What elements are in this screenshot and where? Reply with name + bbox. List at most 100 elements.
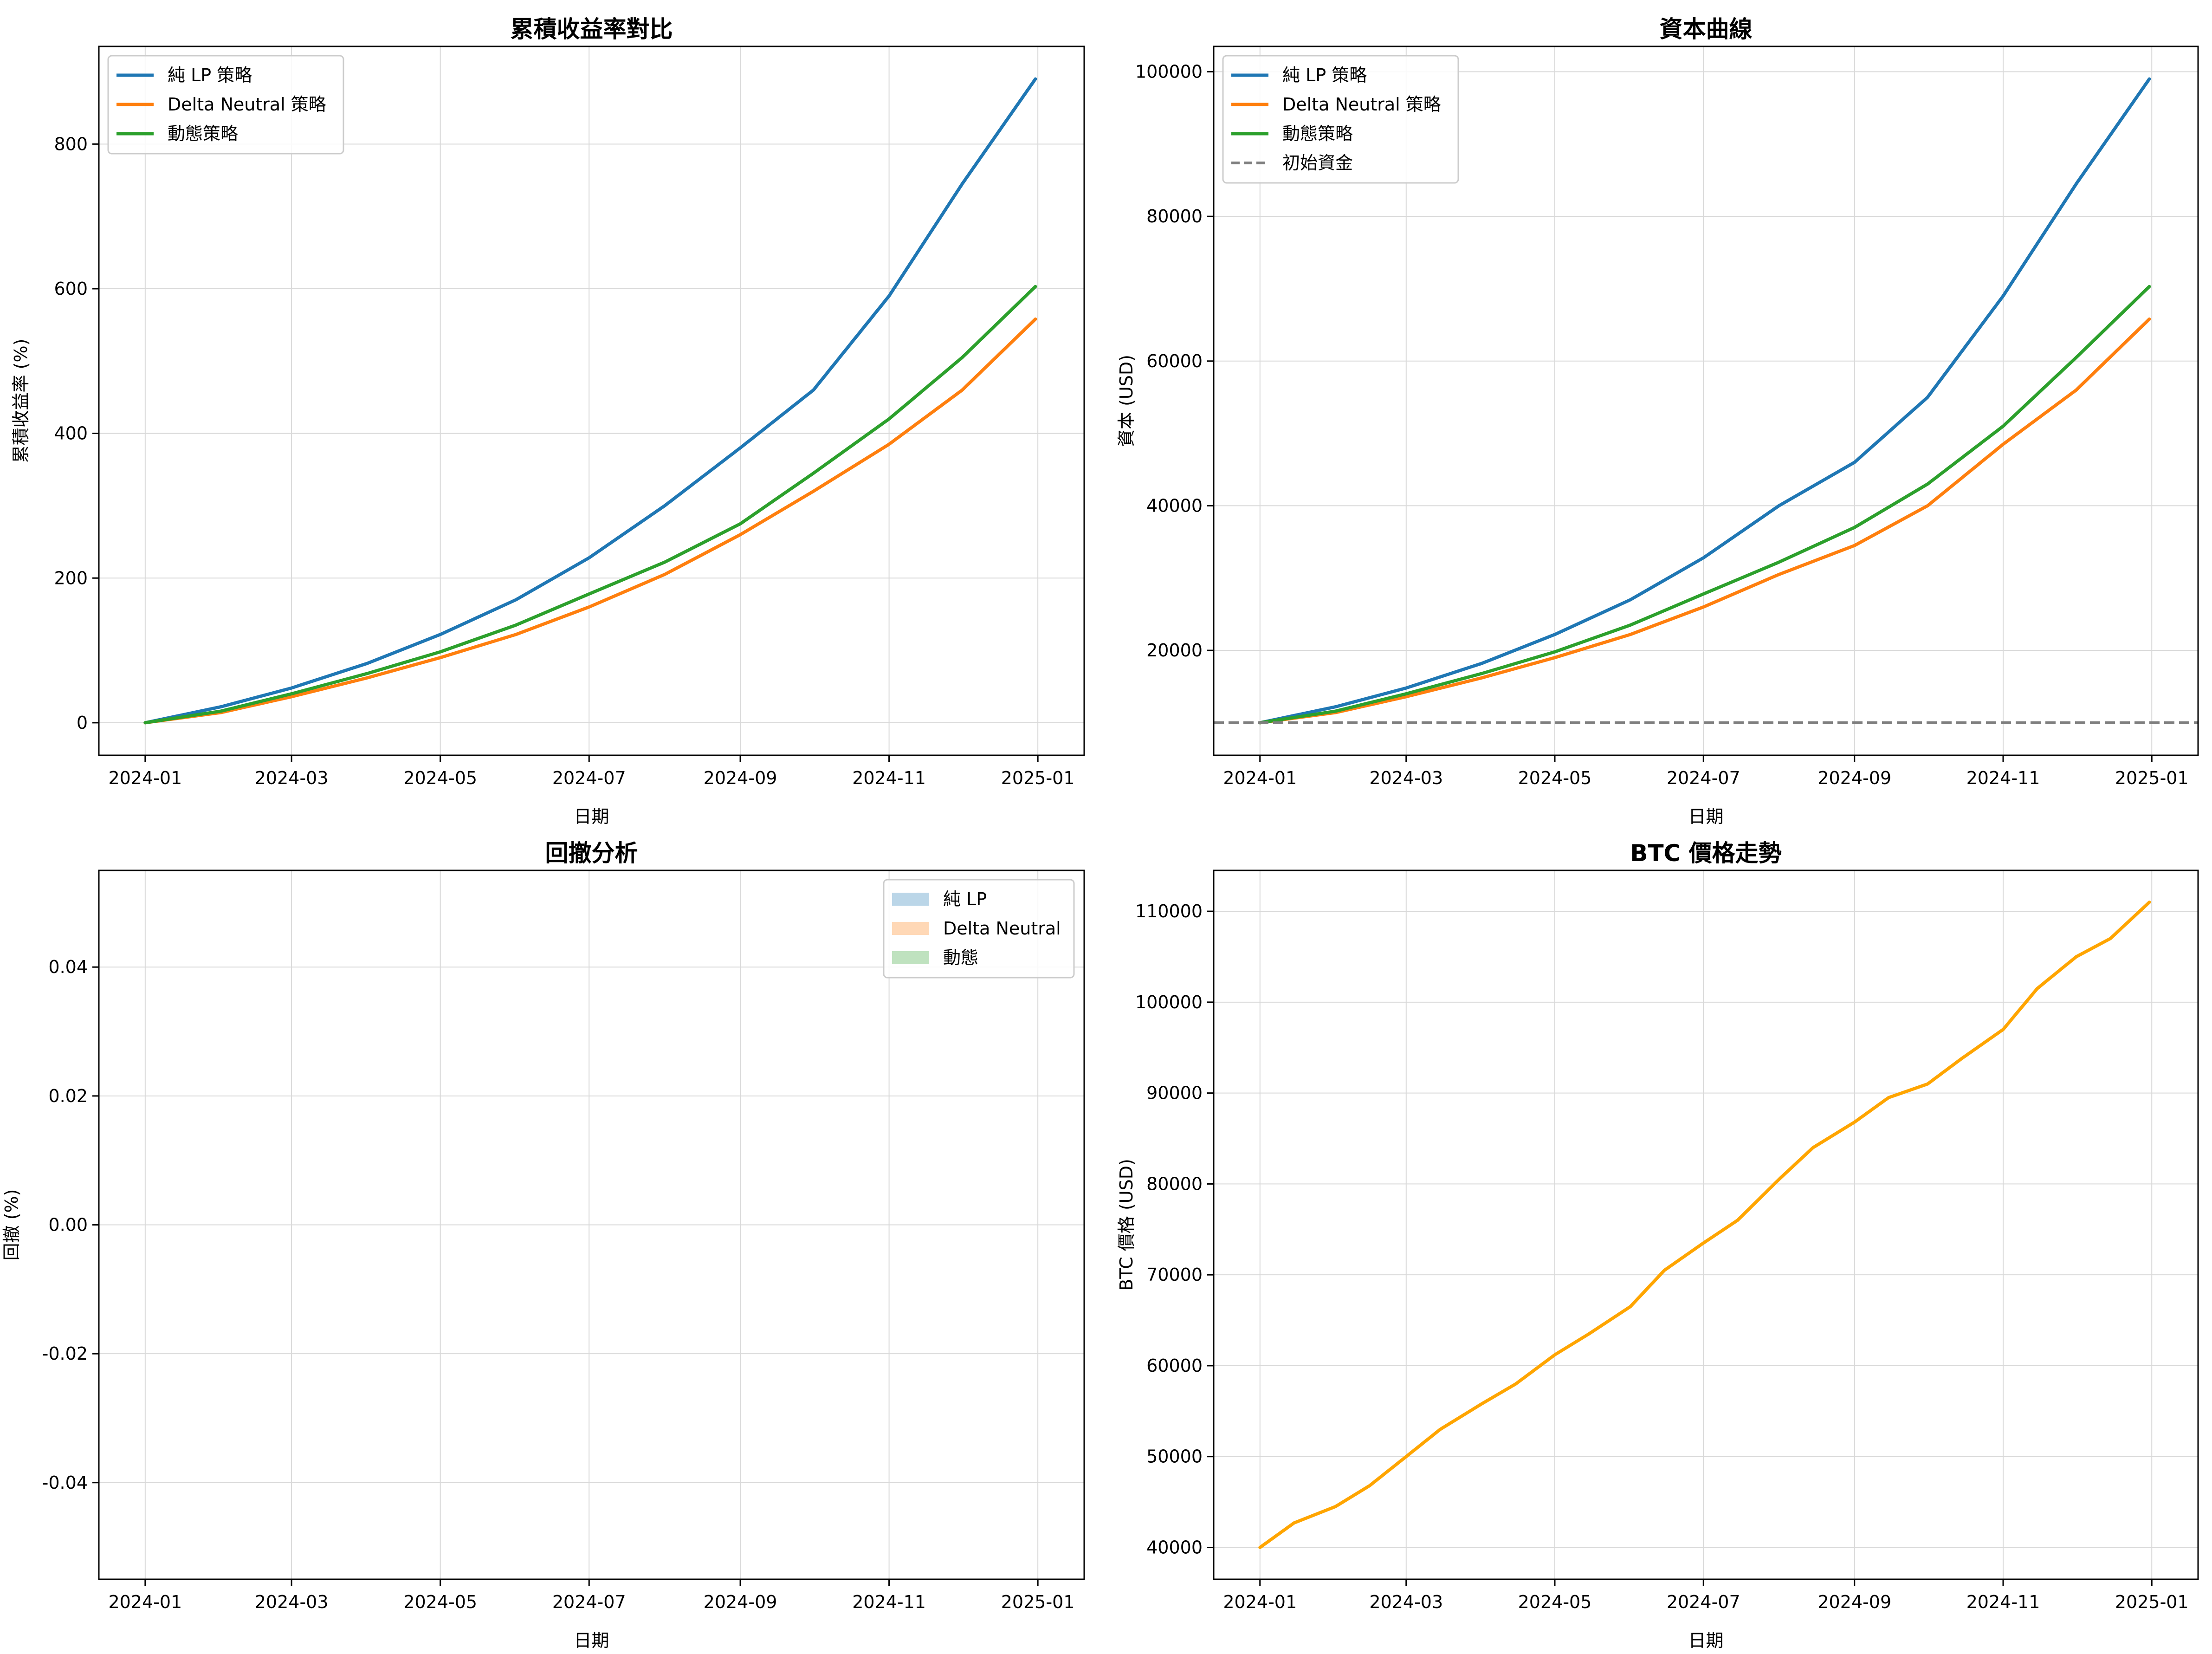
legend-box	[883, 879, 1075, 979]
line-blue	[143, 77, 1037, 725]
legend-label: 純 LP 策略	[1282, 65, 1367, 85]
x-axis-label: 日期	[1688, 806, 1723, 827]
x-tick-label: 2024-09	[1817, 768, 1891, 788]
legend-swatch	[892, 922, 929, 935]
chart-title: 累積收益率對比	[511, 16, 673, 43]
grid-lines	[1214, 870, 2198, 1579]
y-axis-ticks: 0.04 0.02 0.00 -0.02 -0.04	[42, 957, 99, 1493]
y-axis-ticks: 40000 50000 60000 70000 80000 90000 100000 1100…	[1135, 901, 1214, 1557]
x-axis-ticks: 2024-01 2024-03 2024-05 2024-07 2024-09 2024-…	[1223, 755, 2189, 788]
line-blue	[1258, 77, 2151, 725]
y-tick-label: 200	[54, 568, 88, 588]
x-tick-label: 2025-01	[1001, 1592, 1075, 1612]
y-tick-label: 60000	[1146, 351, 1203, 371]
y-tick-label: 40000	[1146, 495, 1203, 516]
x-tick-label: 2025-01	[1001, 768, 1075, 788]
legend-label: 動態策略	[1282, 123, 1353, 144]
y-axis-label: 累積收益率 (%)	[11, 339, 31, 463]
y-tick-label: 90000	[1146, 1083, 1203, 1103]
x-tick-label: 2024-03	[255, 768, 329, 788]
plot-frame	[1213, 45, 2199, 756]
x-tick-label: 2024-01	[1223, 768, 1297, 788]
x-axis-ticks: 2024-01 2024-03 2024-05 2024-07 2024-09 2024-…	[108, 1579, 1075, 1612]
y-tick-label: -0.02	[42, 1343, 88, 1364]
x-tick-label: 2024-03	[1369, 768, 1443, 788]
y-tick-label: 0.02	[48, 1086, 88, 1106]
series-group	[1258, 901, 2151, 1549]
x-tick-label: 2024-09	[704, 1592, 777, 1612]
plot-frame	[1213, 869, 2199, 1580]
x-tick-label: 2025-01	[2115, 1592, 2189, 1612]
legend-label: Delta Neutral 策略	[1282, 94, 1441, 115]
panel-cumulative-return: 2024-01 2024-03 2024-05 2024-07 2024-09 2024-…	[11, 16, 1085, 827]
x-axis-label: 日期	[574, 806, 609, 827]
chart-title: 資本曲線	[1660, 16, 1753, 43]
y-tick-label: 80000	[1146, 206, 1203, 227]
y-tick-label: 0.00	[48, 1215, 88, 1235]
x-tick-label: 2024-05	[403, 1592, 477, 1612]
series-group	[1214, 77, 2198, 725]
x-tick-label: 2024-07	[1667, 1592, 1740, 1612]
y-tick-label: 40000	[1146, 1537, 1203, 1557]
x-tick-label: 2024-05	[1518, 768, 1592, 788]
line-green	[1258, 285, 2151, 725]
x-tick-label: 2024-07	[552, 1592, 626, 1612]
y-tick-label: 80000	[1146, 1174, 1203, 1194]
x-tick-label: 2024-07	[552, 768, 626, 788]
grid-lines	[99, 870, 1084, 1579]
x-tick-label: 2024-11	[1966, 768, 2040, 788]
x-tick-label: 2024-11	[852, 768, 926, 788]
plot-frame	[98, 45, 1085, 756]
y-tick-label: 0	[77, 713, 88, 733]
legend-box	[1222, 55, 1459, 184]
x-tick-label: 2024-07	[1667, 768, 1740, 788]
x-tick-label: 2024-09	[1817, 1592, 1891, 1612]
y-tick-label: 600	[54, 279, 88, 299]
legend-label: Delta Neutral 策略	[168, 94, 326, 115]
x-tick-label: 2025-01	[2115, 768, 2189, 788]
y-axis-label: BTC 價格 (USD)	[1116, 1159, 1137, 1291]
y-axis-ticks: 20000 40000 60000 80000 100000	[1135, 62, 1214, 661]
y-tick-label: 50000	[1146, 1446, 1203, 1467]
legend-label: 純 LP 策略	[168, 65, 252, 85]
x-tick-label: 2024-03	[1369, 1592, 1443, 1612]
chart-title: 回撤分析	[545, 840, 638, 867]
y-tick-label: -0.04	[42, 1472, 88, 1493]
panel-capital-curve: 2024-01 2024-03 2024-05 2024-07 2024-09 2024-…	[1116, 16, 2199, 827]
y-axis-ticks: 0 200 400 600 800	[54, 134, 99, 733]
legend-label: 動態策略	[168, 123, 238, 144]
y-axis-label: 資本 (USD)	[1116, 355, 1137, 447]
legend-swatch	[892, 893, 929, 906]
line-orange	[143, 317, 1037, 725]
x-tick-label: 2024-01	[108, 768, 182, 788]
y-tick-label: 60000	[1146, 1356, 1203, 1376]
x-tick-label: 2024-05	[403, 768, 477, 788]
x-tick-label: 2024-05	[1518, 1592, 1592, 1612]
x-tick-label: 2024-01	[1223, 1592, 1297, 1612]
chart-title: BTC 價格走勢	[1630, 840, 1781, 867]
x-tick-label: 2024-01	[108, 1592, 182, 1612]
y-tick-label: 800	[54, 134, 88, 154]
x-tick-label: 2024-11	[1966, 1592, 2040, 1612]
legend-label: 初始資金	[1282, 153, 1353, 173]
x-tick-label: 2024-11	[852, 1592, 926, 1612]
y-tick-label: 70000	[1146, 1265, 1203, 1285]
y-axis-label: 回撤 (%)	[1, 1189, 22, 1261]
x-axis-label: 日期	[1688, 1630, 1723, 1651]
y-tick-label: 400	[54, 423, 88, 444]
legend: 純 LP Delta Neutral 動態	[883, 879, 1075, 979]
x-axis-ticks: 2024-01 2024-03 2024-05 2024-07 2024-09 2024-…	[1223, 1579, 2189, 1612]
x-axis-label: 日期	[574, 1630, 609, 1651]
x-axis-ticks: 2024-01 2024-03 2024-05 2024-07 2024-09 2024-…	[108, 755, 1075, 788]
x-tick-label: 2024-09	[704, 768, 777, 788]
legend-swatch	[892, 951, 929, 964]
panel-drawdown: 2024-01 2024-03 2024-05 2024-07 2024-09 2024-…	[1, 840, 1085, 1651]
series-group	[143, 77, 1037, 725]
legend-label: Delta Neutral	[943, 918, 1061, 939]
legend-label: 動態	[943, 947, 978, 968]
panel-btc-price: 2024-01 2024-03 2024-05 2024-07 2024-09 2024-…	[1116, 840, 2199, 1651]
plot-frame	[98, 869, 1085, 1580]
